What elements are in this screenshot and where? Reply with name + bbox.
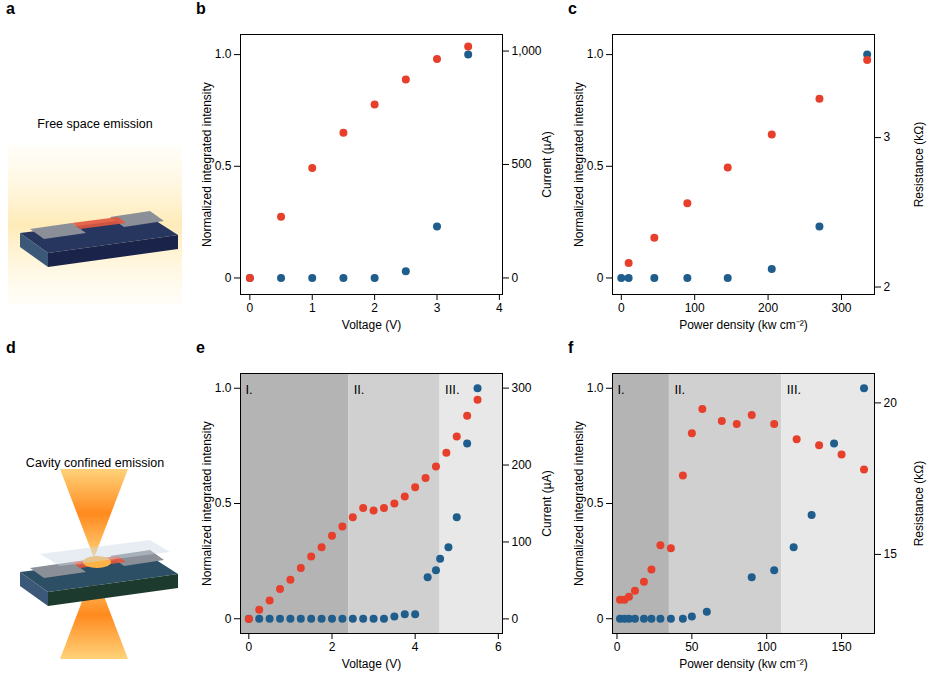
svg-text:150: 150 (832, 640, 852, 654)
svg-text:Normalized integrated intensit: Normalized integrated intensity (572, 421, 586, 586)
html-text:a: a (6, 0, 15, 17)
svg-text:0.5: 0.5 (587, 496, 604, 510)
svg-text:1,000: 1,000 (512, 44, 542, 58)
svg-text:100: 100 (512, 535, 532, 549)
svg-text:Current (µA): Current (µA) (540, 470, 554, 536)
svg-text:II.: II. (674, 382, 685, 397)
svg-text:4: 4 (496, 301, 503, 315)
svg-text:0.5: 0.5 (215, 496, 232, 510)
svg-text:100: 100 (757, 640, 777, 654)
svg-text:200: 200 (758, 301, 778, 315)
html-text:c: c (568, 0, 577, 17)
svg-text:100: 100 (685, 301, 705, 315)
svg-text:300: 300 (831, 301, 851, 315)
svg-text:2: 2 (329, 640, 336, 654)
svg-text:Power density (kw cm⁻²): Power density (kw cm⁻²) (679, 318, 808, 332)
svg-text:2: 2 (884, 280, 891, 294)
svg-text:Normalized integrated intensit: Normalized integrated intensity (572, 82, 586, 247)
svg-text:Current (µA): Current (µA) (540, 131, 554, 197)
svg-text:0: 0 (512, 612, 519, 626)
svg-text:0.5: 0.5 (215, 159, 232, 173)
svg-text:0: 0 (225, 271, 232, 285)
svg-text:Voltage (V): Voltage (V) (342, 318, 401, 332)
svg-text:III.: III. (445, 382, 459, 397)
svg-text:1.0: 1.0 (587, 381, 604, 395)
svg-text:3: 3 (434, 301, 441, 315)
html-text:e: e (196, 339, 205, 356)
html-text:b: b (196, 0, 206, 17)
svg-text:Normalized integrated intensit: Normalized integrated intensity (200, 421, 214, 586)
svg-text:20: 20 (884, 396, 898, 410)
svg-text:15: 15 (884, 547, 898, 561)
svg-text:0: 0 (614, 640, 621, 654)
svg-text:3: 3 (884, 130, 891, 144)
svg-text:1.0: 1.0 (215, 381, 232, 395)
html-text:f: f (568, 339, 574, 356)
svg-text:I.: I. (246, 382, 253, 397)
svg-text:200: 200 (512, 458, 532, 472)
svg-text:4: 4 (412, 640, 419, 654)
svg-text:II.: II. (354, 382, 365, 397)
svg-text:Resistance (kΩ): Resistance (kΩ) (912, 461, 926, 547)
svg-text:50: 50 (685, 640, 699, 654)
svg-text:0: 0 (512, 271, 519, 285)
svg-text:Resistance (kΩ): Resistance (kΩ) (912, 122, 926, 208)
svg-text:III.: III. (787, 382, 801, 397)
svg-text:500: 500 (512, 157, 532, 171)
svg-text:Normalized integrated intensit: Normalized integrated intensity (200, 82, 214, 247)
svg-text:I.: I. (618, 382, 625, 397)
svg-text:1: 1 (309, 301, 316, 315)
svg-text:Cavity confined emission: Cavity confined emission (26, 456, 164, 470)
svg-text:0.5: 0.5 (587, 159, 604, 173)
svg-text:1.0: 1.0 (215, 47, 232, 61)
svg-text:1.0: 1.0 (587, 47, 604, 61)
svg-text:2: 2 (371, 301, 378, 315)
svg-text:Free space emission: Free space emission (37, 117, 152, 131)
svg-text:0: 0 (618, 301, 625, 315)
svg-text:0: 0 (597, 271, 604, 285)
html-text:d: d (6, 339, 16, 356)
svg-text:Power density (kw cm⁻²): Power density (kw cm⁻²) (679, 657, 808, 671)
svg-text:Voltage (V): Voltage (V) (342, 657, 401, 671)
svg-text:0: 0 (597, 612, 604, 626)
svg-text:6: 6 (495, 640, 502, 654)
svg-text:0: 0 (225, 612, 232, 626)
svg-text:300: 300 (512, 381, 532, 395)
svg-text:0: 0 (247, 301, 254, 315)
svg-text:0: 0 (245, 640, 252, 654)
